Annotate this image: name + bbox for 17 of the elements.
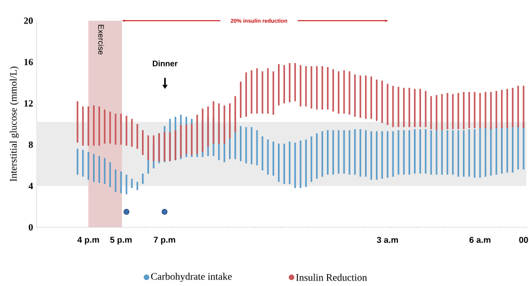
y-tick-label: 8 xyxy=(28,141,33,148)
x-tick-label: 4 p.m xyxy=(77,236,99,244)
y-tick-label: 12 xyxy=(24,100,33,106)
legend-label: Carbohydrate intake xyxy=(151,272,232,282)
annotation: Exercise xyxy=(98,24,104,55)
y-tick-label: 0 xyxy=(28,224,33,231)
y-tick-label: 4 xyxy=(28,182,33,190)
legend-label: Insulin Reduction xyxy=(296,274,367,281)
x-tick-label: 6 a.m xyxy=(470,236,490,243)
y-axis-title: Interstitial glucose (mmol/L) xyxy=(10,66,19,182)
x-tick-label: 3 a.m xyxy=(376,236,398,243)
y-tick-label: 16 xyxy=(24,58,33,66)
y-tick-label: 20 xyxy=(24,17,33,24)
x-tick-label: 00 xyxy=(519,236,528,243)
annotation: Dinner xyxy=(152,60,178,66)
x-tick-label: 7 p.m xyxy=(154,236,176,244)
x-tick-label: 5 p.m xyxy=(110,236,132,244)
